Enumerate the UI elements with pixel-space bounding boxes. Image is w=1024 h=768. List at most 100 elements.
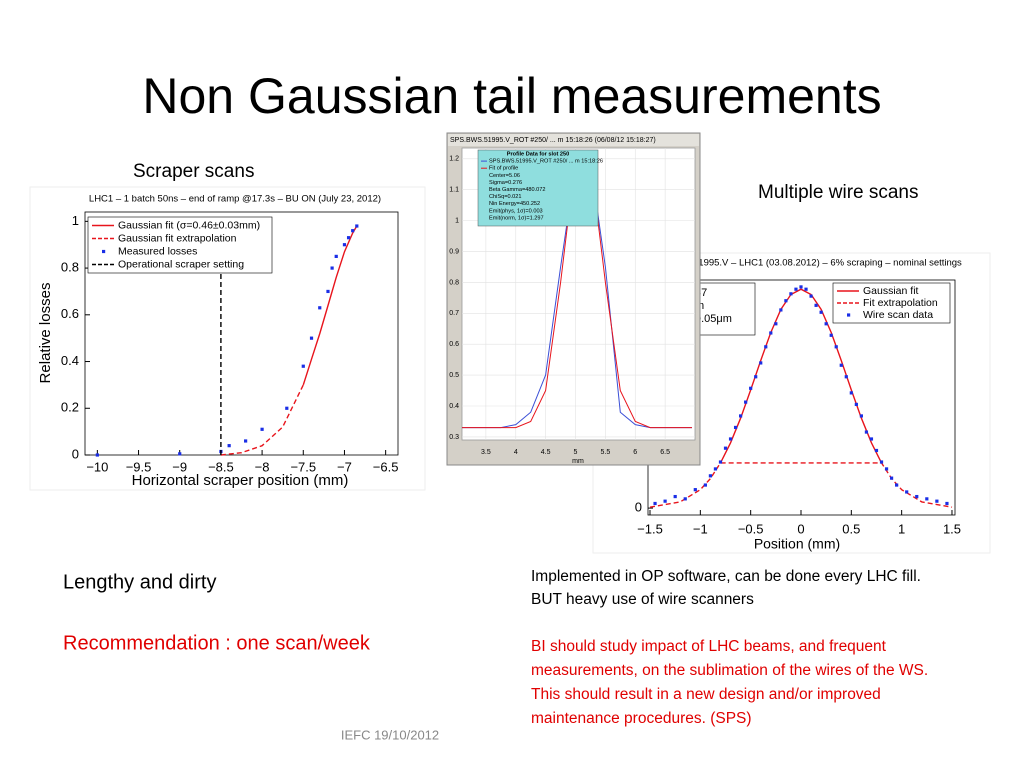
data-point — [744, 400, 748, 404]
legend-label: Gaussian fit extrapolation — [118, 232, 237, 244]
data-point — [759, 361, 763, 365]
y-tick-label: 0.3 — [449, 434, 459, 441]
data-point — [804, 287, 808, 291]
data-point — [879, 460, 884, 464]
y-tick-label: 0.6 — [449, 341, 459, 348]
x-tick-label: −1.5 — [637, 521, 663, 536]
y-tick-label: 0.9 — [449, 248, 459, 255]
data-point — [844, 375, 848, 379]
y-tick-label: 0.6 — [61, 306, 79, 321]
x-axis-label: Horizontal scraper position (mm) — [132, 472, 349, 489]
data-point — [326, 289, 330, 294]
data-point — [683, 497, 687, 501]
data-point — [764, 345, 768, 349]
data-point — [784, 299, 788, 303]
data-point — [905, 490, 909, 494]
data-point — [884, 467, 889, 471]
data-point — [673, 494, 677, 499]
right-red-text: maintenance procedures. (SPS) — [531, 710, 752, 727]
data-point — [814, 303, 818, 307]
info-line: 0.05μm — [695, 313, 732, 325]
x-tick-label: −8 — [255, 459, 270, 474]
y-tick-label: 1 — [72, 213, 79, 228]
data-point — [935, 499, 939, 503]
right-text: BUT heavy use of wire scanners — [531, 591, 754, 608]
data-point — [925, 497, 929, 501]
x-tick-label: 4.5 — [541, 449, 551, 456]
data-point — [859, 414, 863, 418]
series-line — [649, 462, 953, 508]
y-axis-label: Relative losses — [37, 283, 54, 384]
data-point — [318, 306, 322, 310]
chart-title: 51995.V – LHC1 (03.08.2012) – 6% scrapin… — [693, 258, 962, 269]
data-point — [854, 402, 858, 407]
x-tick-label: 0.5 — [842, 521, 860, 536]
legend-label: Fit extrapolation — [863, 297, 938, 309]
data-point — [799, 285, 803, 289]
x-tick-label: −9.5 — [126, 459, 152, 474]
slide-title: Non Gaussian tail measurements — [142, 68, 881, 124]
data-point — [227, 444, 231, 448]
data-point — [723, 446, 728, 450]
data-point — [779, 308, 783, 312]
data-point — [95, 453, 99, 457]
x-tick-label: −8.5 — [208, 459, 234, 474]
info-line: Center=5.06 — [489, 173, 520, 179]
y-tick-label: 0.7 — [449, 310, 459, 317]
data-point — [749, 386, 753, 390]
data-point — [774, 322, 778, 326]
legend-label: Gaussian fit — [863, 285, 919, 297]
data-point — [346, 236, 351, 240]
data-point — [244, 439, 248, 443]
y-tick-label: 0.8 — [449, 279, 459, 286]
data-point — [895, 483, 899, 487]
x-tick-label: −1 — [693, 521, 708, 536]
series-line — [719, 288, 883, 464]
data-point — [834, 345, 838, 349]
x-tick-label: 6 — [633, 449, 637, 456]
data-point — [889, 476, 894, 480]
x-tick-label: 1.5 — [943, 521, 961, 536]
x-tick-label: −10 — [86, 459, 108, 474]
info-line: Sigma=0.276 — [489, 180, 522, 186]
info-line: Nin Energy=450.252 — [489, 201, 540, 207]
data-point — [809, 294, 813, 298]
data-point — [334, 254, 338, 258]
x-tick-label: 5 — [574, 449, 578, 456]
y-tick-label: 0.2 — [61, 400, 79, 415]
series-line — [220, 384, 304, 456]
data-point — [849, 391, 853, 395]
data-point — [864, 430, 869, 434]
data-point — [260, 427, 264, 431]
y-tick-label: 0 — [635, 500, 642, 515]
data-point — [663, 499, 667, 503]
data-point — [718, 460, 723, 464]
data-point — [769, 331, 773, 335]
right-red-text: measurements, on the sublimation of the … — [531, 662, 928, 679]
data-point — [728, 437, 733, 441]
x-tick-label: 0 — [797, 521, 804, 536]
data-point — [653, 501, 657, 506]
data-point — [869, 437, 874, 441]
left-caption: Scraper scans — [133, 161, 254, 182]
legend-label: Gaussian fit (σ=0.46±0.03mm) — [118, 219, 260, 231]
data-point — [708, 474, 713, 478]
data-point — [178, 452, 182, 456]
x-tick-label: 4 — [514, 449, 518, 456]
right-text: Implemented in OP software, can be done … — [531, 568, 921, 585]
x-tick-label: −6.5 — [373, 459, 399, 474]
x-tick-label: 5.5 — [601, 449, 611, 456]
data-point — [915, 494, 919, 499]
x-tick-label: −7.5 — [290, 459, 316, 474]
right-red-text: This should result in a new design and/o… — [531, 686, 881, 703]
data-point — [309, 336, 314, 340]
info-line: ChiSq=0.021 — [489, 194, 522, 200]
data-point — [794, 287, 798, 291]
footer: IEFC 19/10/2012 — [341, 727, 439, 742]
info-line: Emit(phys, 1σ)=0.003 — [489, 208, 543, 214]
data-point — [789, 292, 793, 296]
data-point — [829, 333, 833, 337]
data-point — [355, 224, 359, 228]
